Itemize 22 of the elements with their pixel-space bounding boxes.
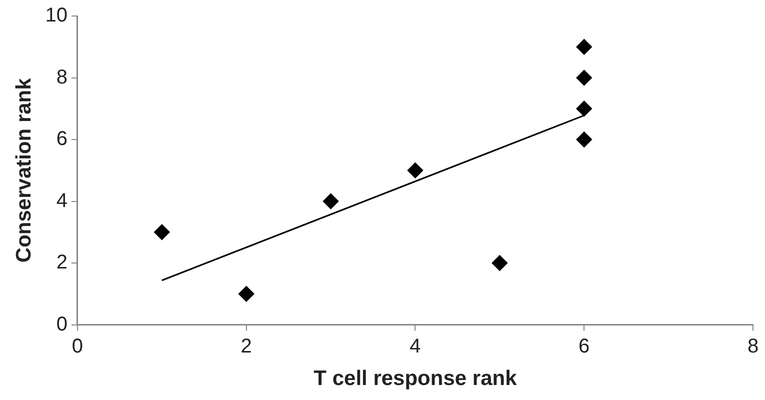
point [322,193,339,210]
point [576,100,592,116]
point [154,224,170,240]
point [576,39,592,55]
x-tick-label: 8 [747,335,759,358]
y-tick-label: 8 [56,66,68,88]
y-tick-label: 10 [45,4,68,27]
y-axis-title: Conservation rank [12,78,36,263]
point [407,162,424,178]
x-tick-label: 4 [410,335,421,358]
point [576,70,592,86]
y-tick-label: 6 [56,128,68,150]
y-tick-label: 2 [56,252,68,274]
y-tick-label: 0 [56,313,68,336]
point [576,132,592,148]
x-axis-title: T cell response rank [314,367,518,390]
y-tick-label: 4 [56,190,68,212]
point [238,286,254,302]
x-tick-label: 6 [578,335,590,358]
point [492,255,508,271]
x-tick-label: 0 [72,335,84,358]
x-tick-label: 2 [240,335,252,358]
